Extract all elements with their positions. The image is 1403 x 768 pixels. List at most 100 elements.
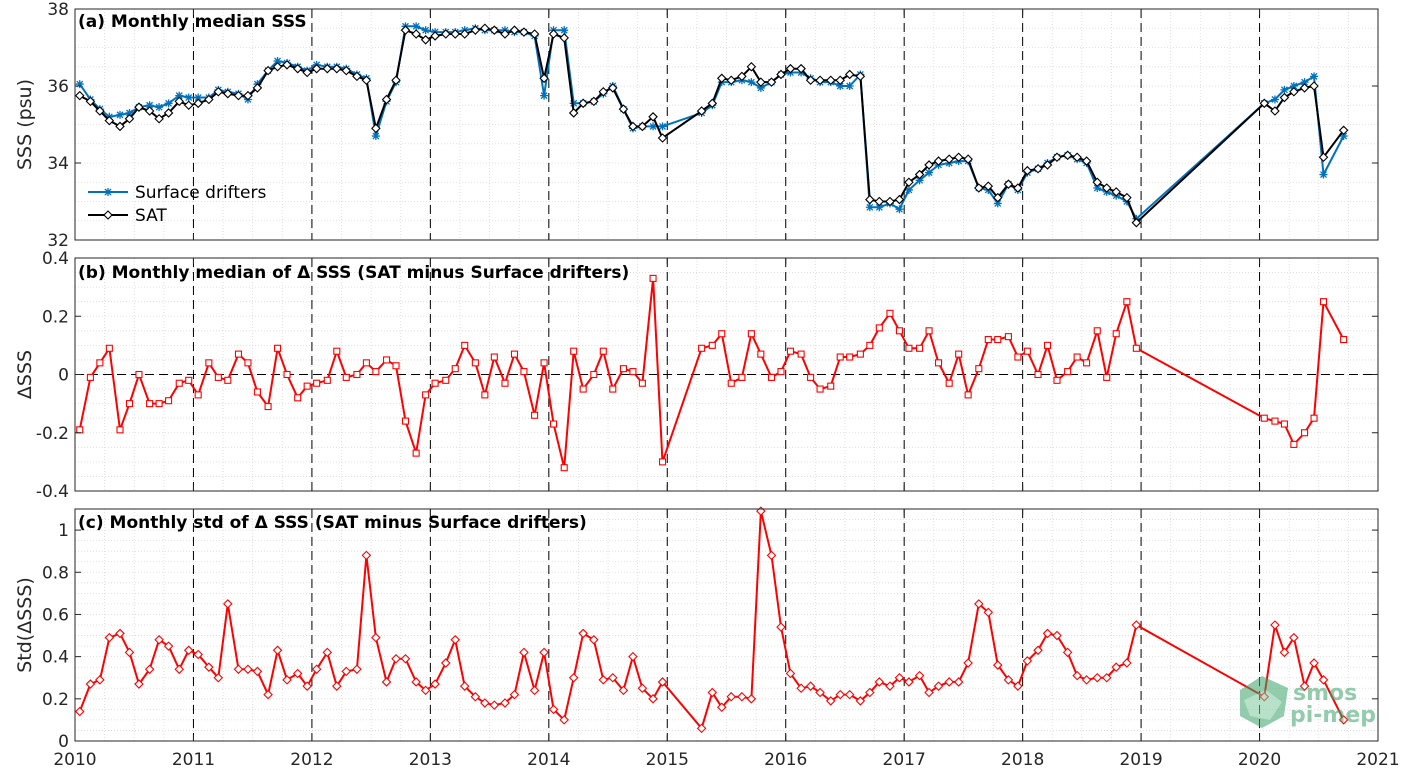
data-point [371,132,380,141]
y-axis-label: ΔSSS [14,350,36,399]
data-point [540,359,548,367]
data-point [1289,82,1298,90]
y-tick-label: 0.8 [42,563,69,583]
data-point [1300,78,1309,87]
data-point [381,94,392,105]
data-point [539,647,549,658]
data-point [234,350,243,358]
data-point [381,677,392,687]
data-point [223,88,233,99]
y-tick-label: -0.2 [36,424,69,444]
data-point [875,203,884,212]
data-point [75,80,84,89]
legend-label: Surface drifters [135,183,266,203]
data-point [1270,95,1279,104]
data-point [95,675,105,685]
data-point [1053,376,1061,384]
data-point [489,700,500,710]
data-point [914,670,925,681]
data-point [836,353,844,361]
data-point [974,183,984,193]
data-point [915,176,924,185]
data-point [352,71,362,82]
data-point [1301,429,1309,437]
data-point [1072,152,1082,163]
data-point [649,274,657,282]
data-point [865,687,875,698]
data-point [282,675,292,685]
data-point [146,400,154,408]
data-point [263,689,273,700]
data-point [193,649,203,660]
logo-text-top: smos [1293,681,1357,706]
data-point [115,121,125,132]
data-point [116,110,125,119]
data-point [332,681,342,691]
data-point [430,31,440,41]
data-point [442,376,450,384]
x-tick-label: 2015 [646,750,689,768]
data-point [1131,620,1142,630]
data-point [392,362,400,370]
data-point [450,634,461,645]
data-point [163,641,174,651]
data-point [282,60,292,70]
data-point [451,365,459,373]
data-point [726,691,737,702]
legend-marker [104,188,112,196]
data-point [975,365,983,373]
data-point [124,647,135,658]
data-point [224,376,232,384]
data-point [578,98,588,109]
data-point [311,664,322,675]
data-point [716,73,727,84]
data-point [746,61,757,72]
data-point [1023,347,1031,355]
data-point [353,370,361,379]
data-point [104,115,115,126]
data-point [747,78,756,87]
data-point [933,681,944,691]
data-point [1271,417,1279,425]
y-axis-label: Std(ΔSSS) [14,577,36,673]
data-point [1279,647,1290,658]
data-point [963,154,973,164]
data-point [194,391,202,399]
data-point [105,344,113,352]
data-point [756,83,765,92]
data-point [193,98,203,109]
data-point [420,685,431,696]
data-point [481,391,489,399]
data-point [747,330,755,338]
data-point [96,359,104,367]
data-point [86,373,94,381]
data-point [815,687,825,698]
data-point [223,599,233,609]
data-point [934,359,943,367]
y-tick-label: 0.2 [42,690,69,710]
data-point [115,628,125,639]
data-point [609,385,617,393]
data-point [776,622,786,632]
data-point [125,108,134,117]
data-point [578,628,588,639]
data-point [1132,344,1140,352]
data-point [569,99,578,108]
panel-title: (b) Monthly median of Δ SSS (SAT minus S… [78,263,629,283]
y-tick-label: 0.2 [42,307,69,327]
data-point [548,29,559,39]
data-point [776,69,786,80]
data-point [183,645,194,656]
data-point [1034,370,1042,379]
data-point [401,417,410,425]
data-point [579,385,587,393]
data-point [361,550,372,561]
data-point [509,689,520,700]
data-point [1093,184,1102,193]
data-point [371,123,381,134]
y-tick-label: 32 [47,231,69,251]
data-point [1319,298,1328,306]
data-point [1052,630,1062,641]
data-point [608,83,618,93]
data-point [1338,715,1349,725]
